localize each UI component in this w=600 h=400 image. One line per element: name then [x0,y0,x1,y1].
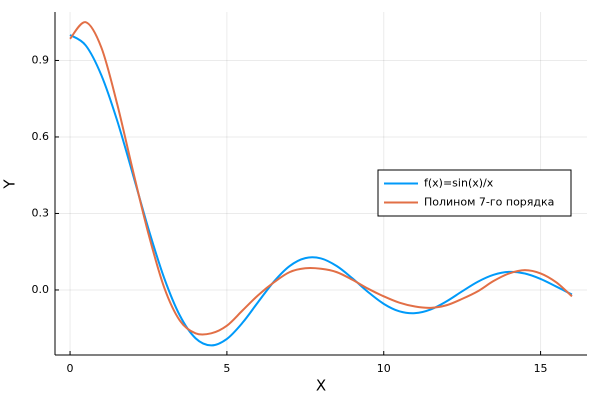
x-tick-label: 0 [67,362,74,375]
y-tick-label: 0.0 [32,283,50,296]
series-line [69,21,573,336]
legend-box [377,169,572,217]
legend-label: Полином 7-го порядка [424,196,554,209]
x-tick-label: 15 [534,362,548,375]
y-tick-label: 0.9 [32,53,50,66]
y-tick-label: 0.3 [32,206,50,219]
series-line [69,34,573,347]
y-tick-label: 0.6 [32,130,50,143]
x-tick-label: 5 [223,362,230,375]
legend-label: f(x)=sin(x)/x [424,177,494,190]
x-axis-label: X [316,377,326,395]
x-tick-label: 10 [377,362,391,375]
y-axis-label: Y [1,179,19,190]
